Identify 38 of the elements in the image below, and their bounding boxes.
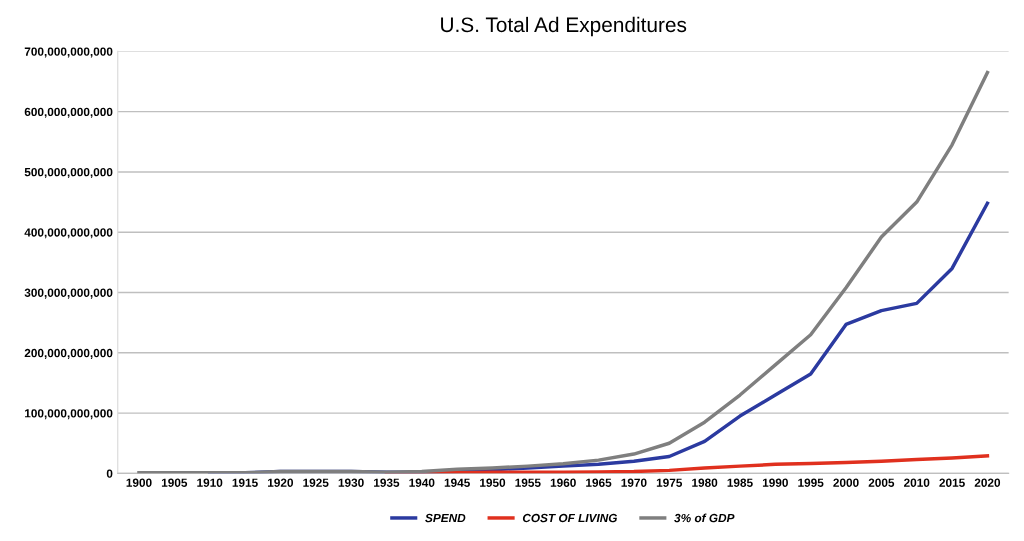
x-tick-label: 1990 — [762, 478, 788, 487]
x-tick-label: 1935 — [374, 478, 400, 487]
line-series — [137, 70, 990, 474]
x-tick-label: 1925 — [303, 478, 329, 487]
x-tick-label: 1900 — [126, 478, 152, 487]
y-tick-label: 500,000,000,000 — [24, 167, 113, 179]
x-tick-label: 1930 — [338, 478, 364, 487]
legend-label: 3% of GDP — [674, 513, 735, 523]
x-tick-label: 1920 — [267, 478, 294, 487]
x-tick-label: 1915 — [232, 478, 258, 487]
x-tick-label: 1955 — [515, 478, 541, 487]
y-tick-label: 400,000,000,000 — [24, 228, 113, 239]
legend-label: COST OF LIVING — [522, 513, 618, 523]
x-tick-label: 1905 — [161, 478, 188, 487]
x-tick-label: 1975 — [656, 478, 683, 487]
y-tick-label: 600,000,000,000 — [24, 107, 113, 118]
x-tick-label: 1910 — [197, 478, 223, 487]
y-tick-label: 200,000,000,000 — [24, 348, 113, 359]
x-tick-label: 1965 — [586, 478, 612, 487]
y-tick-label: 0 — [106, 469, 113, 478]
x-tick-label: 1985 — [727, 478, 753, 487]
x-tick-label: 1950 — [480, 478, 506, 487]
y-tick-label: 100,000,000,000 — [25, 409, 113, 420]
y-tick-label: 300,000,000,000 — [24, 288, 113, 299]
x-tick-label: 1980 — [692, 478, 718, 487]
x-tick-label: 2020 — [974, 478, 1001, 487]
y-tick-label: 700,000,000,000 — [24, 47, 113, 58]
chart-title: U.S. Total Ad Expenditures — [441, 16, 687, 37]
x-tick-label: 2000 — [833, 478, 859, 487]
x-tick-label: 1940 — [409, 478, 435, 487]
x-tick-label: 1945 — [444, 478, 470, 487]
legend-label: SPEND — [425, 513, 466, 523]
x-tick-label: 1995 — [798, 478, 824, 487]
x-tick-label: 1970 — [621, 478, 647, 487]
x-tick-label: 2015 — [939, 478, 965, 487]
x-tick-label: 1960 — [550, 478, 576, 487]
x-tick-label: 2005 — [868, 478, 895, 487]
x-tick-label: 2010 — [904, 478, 930, 487]
